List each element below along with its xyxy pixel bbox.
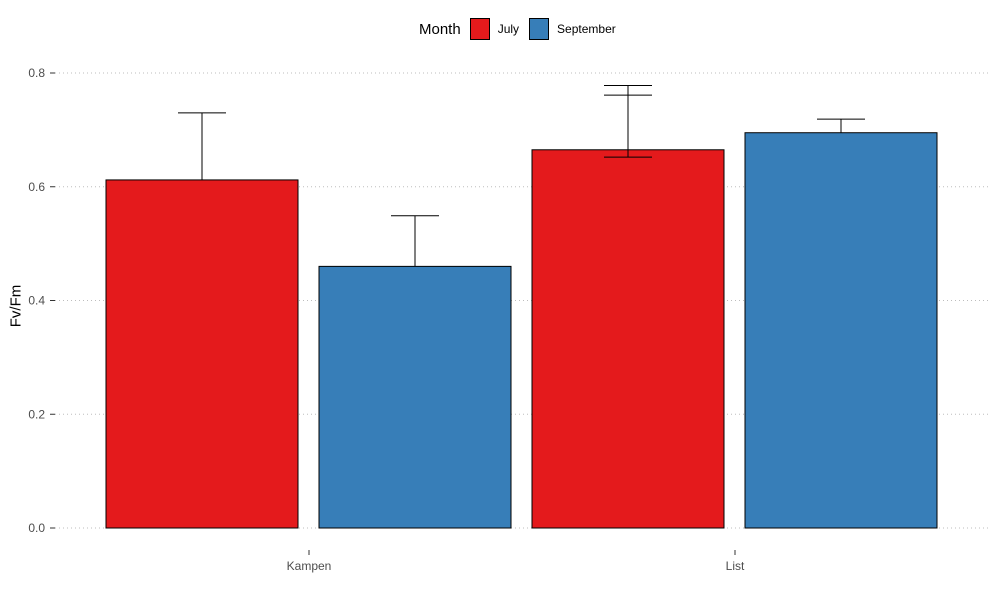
bar-september-list	[744, 132, 938, 529]
legend-label-september: September	[557, 22, 616, 36]
x-axis: Kampen List	[287, 550, 745, 573]
legend-title: Month	[419, 20, 461, 38]
x-tick-label-kampen: Kampen	[287, 559, 332, 573]
legend-key-september	[529, 18, 550, 40]
y-tick-label: 0.6	[28, 180, 45, 194]
legend: Month July September	[419, 16, 626, 42]
error-bars	[178, 85, 865, 267]
y-tick-label: 0.4	[28, 294, 45, 308]
legend-label-july: July	[497, 22, 520, 36]
y-tick-label: 0.2	[28, 407, 45, 421]
bar-july-list	[531, 149, 725, 529]
y-axis: 0.0 0.2 0.4 0.6 0.8	[28, 66, 55, 535]
bars	[105, 132, 938, 529]
y-tick-label: 0.0	[28, 521, 45, 535]
x-tick-label-list: List	[726, 559, 745, 573]
y-tick-label: 0.8	[28, 66, 45, 80]
legend-key-july	[469, 18, 490, 40]
bar-july-kampen	[105, 179, 299, 529]
y-axis-title: Fv/Fm	[7, 284, 25, 328]
bar-september-kampen	[318, 265, 512, 529]
